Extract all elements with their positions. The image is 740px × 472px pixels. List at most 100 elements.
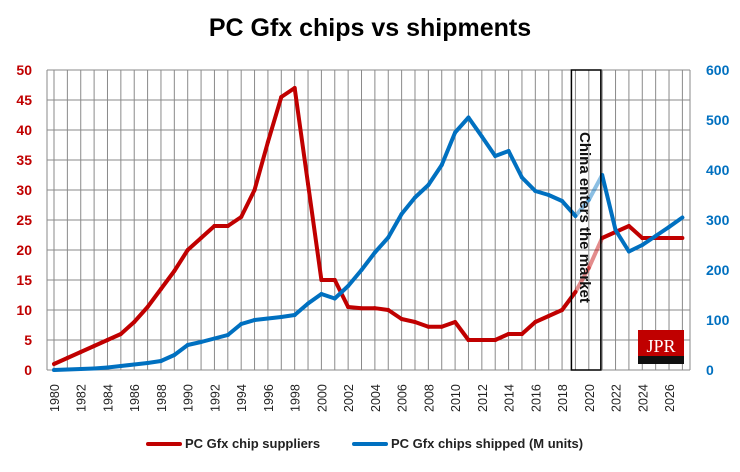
series-suppliers-segment	[399, 317, 417, 324]
series-shipped-segment	[78, 366, 97, 371]
y-left-tick-label: 20	[16, 242, 32, 258]
series-shipped-segment	[332, 284, 351, 301]
jpr-logo-text: JPR	[646, 336, 675, 356]
series-shipped-segment	[225, 322, 244, 337]
x-tick-label: 2000	[315, 384, 329, 412]
series-shipped-segment	[386, 212, 404, 240]
series-shipped-segment	[640, 234, 658, 247]
series-suppliers-segment	[573, 266, 591, 294]
series-suppliers-segment	[145, 287, 163, 309]
series-shipped-segment	[600, 173, 618, 232]
chart-title: PC Gfx chips vs shipments	[208, 14, 532, 42]
x-tick-label: 2018	[556, 384, 570, 412]
x-tick-label: 1990	[182, 384, 196, 412]
series-shipped-segment	[667, 215, 685, 229]
legend-item-suppliers: PC Gfx chip suppliers	[146, 436, 320, 451]
legend-swatch-shipped	[352, 441, 388, 446]
series-shipped-segment	[613, 228, 631, 254]
y-right-tick-label: 500	[706, 112, 730, 128]
series-shipped-segment	[279, 313, 297, 319]
series-suppliers-segment	[412, 320, 431, 329]
series-shipped-segment	[319, 292, 337, 301]
series-shipped-segment	[158, 353, 177, 363]
x-tick-label: 2022	[610, 384, 624, 412]
x-tick-label: 2020	[583, 384, 597, 412]
series-shipped-segment	[52, 367, 70, 372]
series-shipped-segment	[65, 367, 83, 372]
series-shipped-segment	[586, 173, 605, 202]
x-tick-label: 1988	[155, 384, 169, 412]
x-tick-label: 2002	[342, 384, 356, 412]
y-left-tick-label: 45	[16, 92, 32, 108]
y-left-tick-label: 15	[16, 272, 32, 288]
series-shipped-segment	[546, 193, 565, 203]
annotation-box	[570, 69, 602, 371]
series-shipped-segment	[426, 163, 444, 187]
x-tick-label: 2026	[663, 384, 677, 412]
series-shipped-segment	[372, 235, 391, 255]
series-shipped-segment	[292, 301, 311, 317]
series-suppliers-segment	[279, 86, 297, 99]
x-tick-label: 2010	[449, 384, 463, 412]
series-suppliers-segment	[346, 305, 364, 311]
series-shipped-segment	[132, 361, 150, 367]
series-shipped-segment	[533, 189, 551, 197]
series-suppliers-segment	[52, 356, 70, 366]
y-left-tick-label: 35	[16, 152, 32, 168]
y-right-tick-label: 600	[706, 62, 730, 78]
series-suppliers-segment	[132, 305, 150, 324]
series-shipped-segment	[185, 340, 204, 347]
series-shipped-segment	[212, 333, 230, 341]
series-shipped-segment	[466, 115, 484, 139]
series-shipped-segment	[92, 365, 110, 371]
series-shipped-segment	[412, 183, 431, 200]
jpr-logo-band	[638, 356, 684, 364]
y-left-tick-label: 50	[16, 62, 32, 78]
y-left-tick-label: 25	[16, 212, 32, 228]
y-right-tick-label: 400	[706, 162, 730, 178]
series-shipped-segment	[560, 199, 578, 218]
series-suppliers-segment	[265, 95, 284, 144]
x-tick-label: 1994	[235, 384, 249, 412]
x-tick-label: 2012	[476, 384, 490, 412]
series-shipped-segment	[493, 149, 511, 158]
y-right-tick-label: 300	[706, 212, 730, 228]
y-right-tick-label: 100	[706, 312, 730, 328]
series-suppliers-segment	[105, 332, 123, 342]
series-shipped-segment	[359, 250, 377, 272]
series-suppliers-segment	[453, 320, 471, 342]
x-tick-label: 1982	[75, 384, 89, 412]
x-tick-label: 2024	[636, 384, 650, 412]
series-suppliers-segment	[172, 248, 190, 273]
series-shipped-segment	[172, 343, 190, 357]
series-suppliers-segment	[600, 230, 618, 240]
series-suppliers-segment	[386, 308, 404, 321]
series-suppliers-segment	[78, 344, 97, 354]
series-suppliers-segment	[118, 320, 137, 336]
series-suppliers-segment	[493, 332, 511, 342]
x-tick-label: 2006	[396, 384, 410, 412]
x-tick-label: 1996	[262, 384, 276, 412]
legend-label-suppliers: PC Gfx chip suppliers	[185, 436, 321, 451]
series-shipped-segment	[506, 149, 524, 180]
x-tick-label: 2008	[422, 384, 436, 412]
y-left-tick-label: 30	[16, 182, 32, 198]
series-suppliers-segment	[546, 308, 565, 318]
series-suppliers-segment	[519, 320, 538, 336]
series-suppliers-segment	[252, 140, 270, 192]
x-tick-label: 1998	[289, 384, 303, 412]
series-suppliers-segment	[92, 338, 110, 348]
series-shipped-segment	[573, 198, 591, 218]
legend-swatch-suppliers	[146, 441, 182, 446]
series-shipped-segment	[453, 115, 471, 135]
series-shipped-segment	[306, 292, 324, 306]
series-suppliers-segment	[372, 306, 391, 312]
series-shipped-segment	[105, 364, 123, 370]
series-suppliers-segment	[225, 215, 244, 228]
series-suppliers-segment	[586, 236, 605, 270]
x-tick-label: 1980	[48, 384, 62, 412]
series-shipped-segment	[265, 315, 284, 321]
series-suppliers-segment	[239, 188, 257, 219]
series-shipped-segment	[519, 175, 538, 193]
y-left-tick-label: 10	[16, 302, 32, 318]
